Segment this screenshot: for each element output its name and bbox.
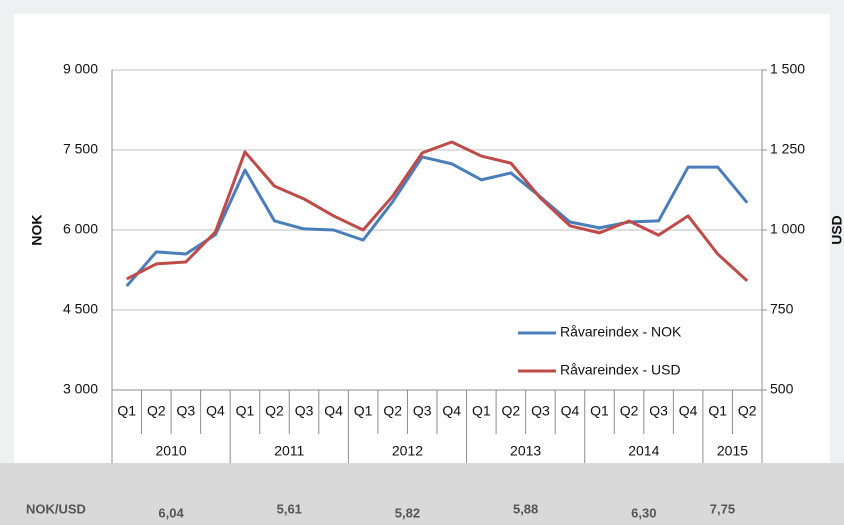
x-tick-label: Q1 <box>708 403 727 419</box>
footer-value: 6,30 <box>631 505 656 520</box>
y2-tick-label: 750 <box>770 301 794 317</box>
x-tick-label: Q2 <box>147 403 166 419</box>
y2-axis-title: USD <box>829 215 844 245</box>
x-tick-label: Q1 <box>117 403 136 419</box>
x-tick-label: Q4 <box>679 403 698 419</box>
x-group-label: 2011 <box>274 443 304 459</box>
series-line <box>126 140 749 282</box>
x-tick-label: Q3 <box>413 403 432 419</box>
x-tick-label: Q3 <box>649 403 668 419</box>
y2-tick-label: 1 500 <box>770 61 805 77</box>
x-tick-label: Q3 <box>177 403 196 419</box>
x-tick-label: Q3 <box>531 403 550 419</box>
panel <box>14 14 830 525</box>
footer-value: 5,82 <box>395 505 420 520</box>
x-tick-label: Q2 <box>620 403 639 419</box>
x-group-label: 2015 <box>717 443 748 459</box>
x-tick-label: Q4 <box>324 403 343 419</box>
footer-value: 7,75 <box>710 501 735 516</box>
x-tick-label: Q4 <box>206 403 225 419</box>
y-tick-label: 3 000 <box>63 381 98 397</box>
x-tick-label: Q1 <box>472 403 491 419</box>
footer-band <box>0 463 844 525</box>
footer-label: NOK/USD <box>26 501 86 516</box>
x-group-label: 2014 <box>628 443 659 459</box>
y-tick-label: 6 000 <box>63 221 98 237</box>
footer-value: 5,61 <box>277 501 302 516</box>
y2-tick-label: 500 <box>770 381 794 397</box>
x-tick-label: Q1 <box>354 403 373 419</box>
y2-tick-label: 1 000 <box>770 221 805 237</box>
x-tick-label: Q2 <box>383 403 402 419</box>
x-tick-label: Q2 <box>265 403 284 419</box>
footer-value: 5,88 <box>513 501 538 516</box>
x-tick-label: Q1 <box>236 403 255 419</box>
x-group-label: 2012 <box>392 443 423 459</box>
y-axis-title: NOK <box>29 214 45 245</box>
y-tick-label: 4 500 <box>63 301 98 317</box>
x-tick-label: Q4 <box>561 403 580 419</box>
x-tick-label: Q2 <box>502 403 521 419</box>
legend-label: Råvareindex - NOK <box>560 324 682 340</box>
y2-tick-label: 1 250 <box>770 141 805 157</box>
footer-value: 6,04 <box>158 505 184 520</box>
x-tick-label: Q3 <box>295 403 314 419</box>
y-tick-label: 9 000 <box>63 61 98 77</box>
y-tick-label: 7 500 <box>63 141 98 157</box>
x-tick-label: Q2 <box>738 403 757 419</box>
x-tick-label: Q4 <box>442 403 461 419</box>
x-group-label: 2010 <box>156 443 187 459</box>
series-line <box>125 155 749 287</box>
x-group-label: 2013 <box>510 443 541 459</box>
legend-label: Råvareindex - USD <box>560 362 681 378</box>
x-tick-label: Q1 <box>590 403 609 419</box>
